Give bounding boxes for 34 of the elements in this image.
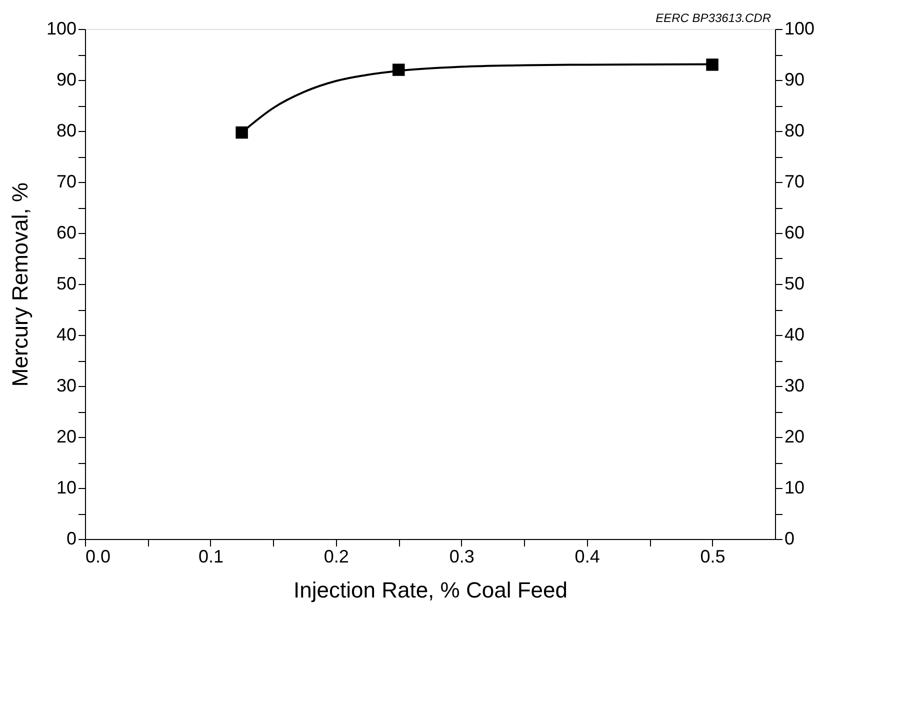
y2-tick-label: 50 (784, 274, 805, 294)
y2-tick-label: 0 (784, 528, 795, 548)
y2-tick-label: 80 (784, 120, 805, 140)
y-axis-title: Mercury Removal, % (7, 182, 32, 387)
y2-tick-label: 10 (784, 478, 805, 498)
y-tick-label: 80 (56, 120, 76, 140)
y2-tick-label: 100 (784, 18, 815, 38)
x-tick-label: 0.1 (198, 546, 224, 566)
y-tick-label: 70 (56, 172, 76, 192)
point (392, 64, 405, 76)
y-tick-label: 0 (66, 528, 76, 548)
y-tick-label: 40 (56, 324, 76, 344)
x-tick-label: 0.4 (574, 546, 600, 566)
y-tick-label: 50 (56, 274, 76, 294)
y2-tick-label: 30 (784, 376, 805, 396)
point (236, 126, 248, 139)
x-tick-label: 0.0 (86, 546, 111, 566)
y-tick-label: 20 (56, 426, 76, 446)
text: EERC BP33613.CDR (656, 11, 772, 25)
y2-tick-label: 60 (784, 222, 805, 242)
y-tick-label: 10 (56, 478, 76, 498)
y-tick-label: 30 (56, 376, 76, 396)
y2-tick-label: 40 (784, 324, 805, 344)
x-axis-title: Injection Rate, % Coal Feed (294, 578, 568, 602)
y2-tick-label: 70 (784, 172, 805, 192)
y2-tick-label: 90 (784, 70, 805, 90)
y2-tick-label: 20 (784, 426, 805, 446)
x-tick-label: 0.2 (324, 546, 349, 566)
x-tick-label: 0.5 (700, 546, 726, 566)
y-tick-label: 60 (56, 222, 76, 242)
y-tick-label: 90 (56, 70, 76, 90)
y-tick-label: 100 (46, 18, 76, 38)
x-tick-label: 0.3 (449, 546, 474, 566)
point (706, 58, 718, 71)
